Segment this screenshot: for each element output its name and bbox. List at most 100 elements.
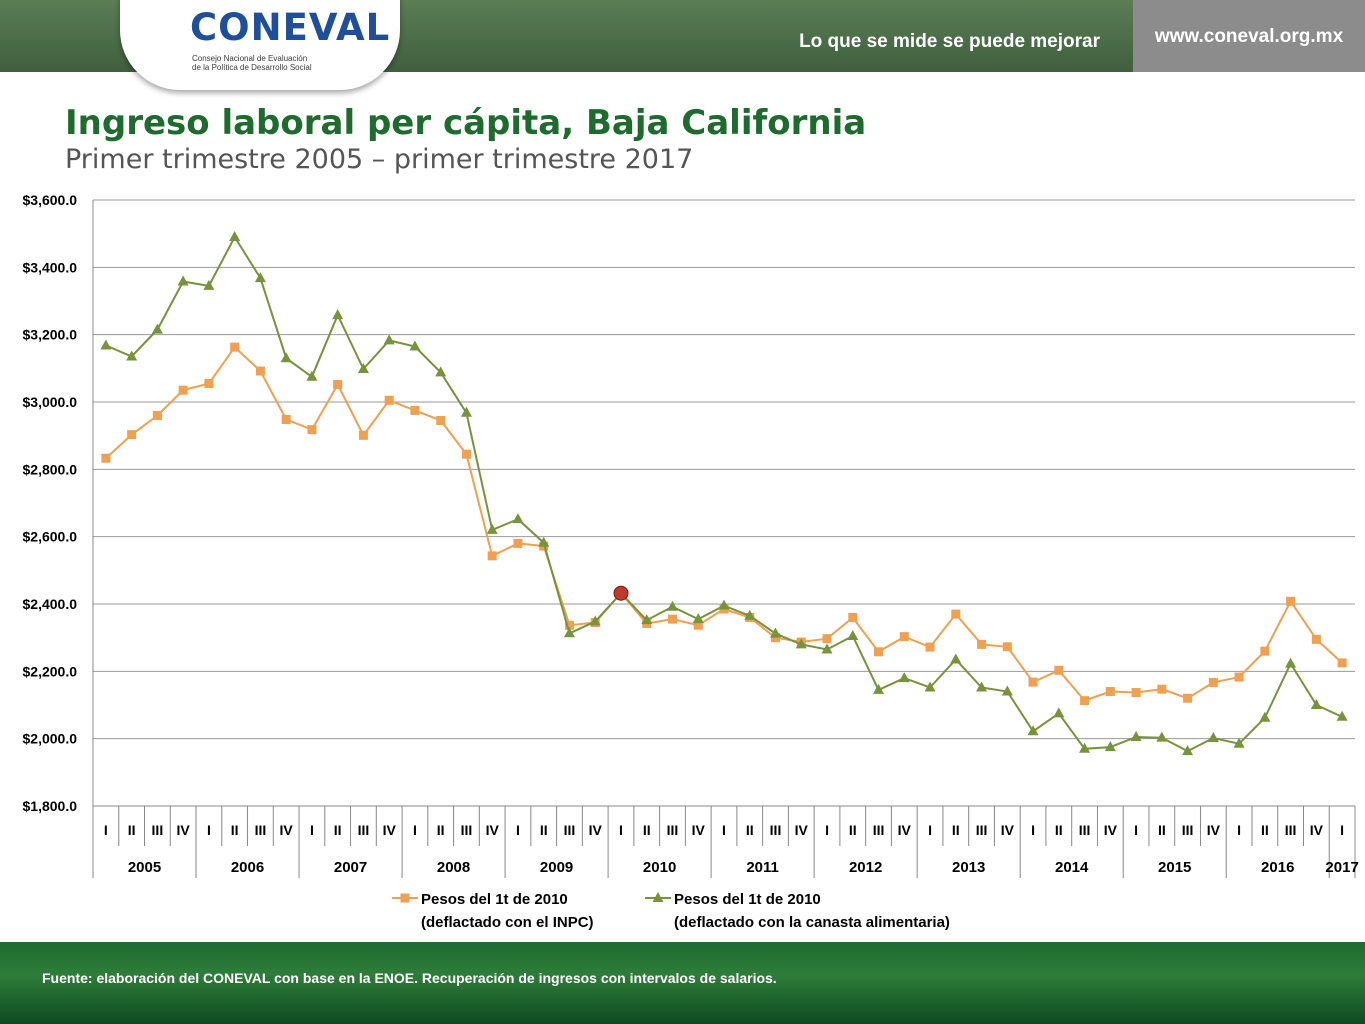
data-point: [179, 386, 188, 395]
quarter-label: III: [770, 822, 782, 838]
quarter-label: III: [1285, 822, 1297, 838]
quarter-label: II: [1261, 822, 1269, 838]
quarter-label: II: [849, 822, 857, 838]
data-point: [900, 632, 909, 641]
data-point: [127, 430, 136, 439]
data-point: [951, 610, 960, 619]
data-point: [1208, 732, 1219, 742]
year-label: 2007: [334, 859, 367, 876]
data-point: [668, 615, 677, 624]
quarter-label: II: [128, 822, 136, 838]
quarter-label: I: [1031, 822, 1035, 838]
year-label: 2008: [437, 859, 470, 876]
quarter-label: II: [1158, 822, 1166, 838]
quarter-label: IV: [898, 822, 912, 838]
data-point: [178, 275, 189, 285]
quarter-label: III: [1079, 822, 1091, 838]
data-point: [281, 352, 292, 362]
y-tick-label: $3,400.0: [23, 259, 78, 275]
data-point: [926, 643, 935, 652]
data-point: [1003, 642, 1012, 651]
data-point: [307, 425, 316, 434]
data-point: [332, 309, 343, 319]
year-label: 2005: [128, 859, 161, 876]
highlight-point: [614, 586, 628, 600]
year-label: 2006: [231, 859, 264, 876]
legend-label-detail: (deflactado con el INPC): [421, 914, 594, 931]
data-point: [488, 551, 497, 560]
year-label: 2011: [746, 859, 779, 876]
data-point: [1106, 687, 1115, 696]
quarter-label: II: [437, 822, 445, 838]
quarter-label: I: [1134, 822, 1138, 838]
data-point: [204, 379, 213, 388]
year-label: 2017: [1325, 859, 1358, 876]
quarter-label: I: [722, 822, 726, 838]
data-point: [899, 672, 910, 682]
y-tick-label: $2,200.0: [23, 663, 78, 679]
chart: $1,800.0 $2,000.0 $2,200.0 $2,400.0 $2,600.0…: [0, 0, 1365, 942]
data-point: [1132, 688, 1141, 697]
y-tick-label: $2,400.0: [23, 596, 78, 612]
quarter-label: II: [334, 822, 342, 838]
data-point: [823, 634, 832, 643]
data-point: [230, 343, 239, 352]
data-point: [385, 396, 394, 405]
quarter-label: I: [1237, 822, 1241, 838]
year-label: 2010: [643, 859, 676, 876]
quarter-label: III: [976, 822, 988, 838]
data-point: [512, 513, 523, 523]
data-point: [229, 231, 240, 241]
quarter-label: I: [1340, 822, 1344, 838]
data-point: [1286, 597, 1295, 606]
data-point: [1183, 694, 1192, 703]
y-tick-label: $2,800.0: [23, 461, 78, 477]
data-point: [1259, 712, 1270, 722]
y-tick-label: $3,000.0: [23, 394, 78, 410]
quarter-label: II: [1055, 822, 1063, 838]
data-point: [333, 380, 342, 389]
quarter-label: II: [952, 822, 960, 838]
source-note: Fuente: elaboración del CONEVAL con base…: [42, 970, 777, 986]
data-point: [1157, 685, 1166, 694]
data-point: [384, 334, 395, 344]
data-point: [667, 601, 678, 611]
quarter-label: IV: [589, 822, 603, 838]
data-point: [306, 371, 317, 381]
data-point: [359, 431, 368, 440]
quarter-label: I: [619, 822, 623, 838]
data-point: [1209, 678, 1218, 687]
quarter-label: III: [1182, 822, 1194, 838]
quarter-label: IV: [795, 822, 809, 838]
quarter-label: II: [540, 822, 548, 838]
data-point: [256, 367, 265, 376]
data-point: [977, 640, 986, 649]
data-point: [153, 411, 162, 420]
quarter-label: I: [104, 822, 108, 838]
quarter-label: IV: [383, 822, 397, 838]
quarter-label: I: [825, 822, 829, 838]
y-tick-label: $3,600.0: [23, 192, 78, 208]
data-point: [462, 450, 471, 459]
data-point: [1054, 666, 1063, 675]
y-tick-label: $2,000.0: [23, 731, 78, 747]
quarter-label: III: [667, 822, 679, 838]
quarter-label: IV: [692, 822, 706, 838]
quarter-label: I: [516, 822, 520, 838]
quarter-label: II: [643, 822, 651, 838]
quarter-label: III: [152, 822, 164, 838]
data-point: [1053, 707, 1064, 717]
quarter-label: I: [310, 822, 314, 838]
quarter-label: IV: [280, 822, 294, 838]
data-point: [1338, 658, 1347, 667]
quarter-label: IV: [1310, 822, 1324, 838]
quarter-label: III: [358, 822, 370, 838]
legend-label: Pesos del 1t de 2010: [674, 891, 821, 908]
data-point: [1285, 658, 1296, 668]
year-label: 2015: [1158, 859, 1191, 876]
quarter-label: IV: [1001, 822, 1015, 838]
data-point: [874, 647, 883, 656]
y-tick-label: $2,600.0: [23, 529, 78, 545]
quarter-label: III: [255, 822, 267, 838]
year-label: 2012: [849, 859, 882, 876]
